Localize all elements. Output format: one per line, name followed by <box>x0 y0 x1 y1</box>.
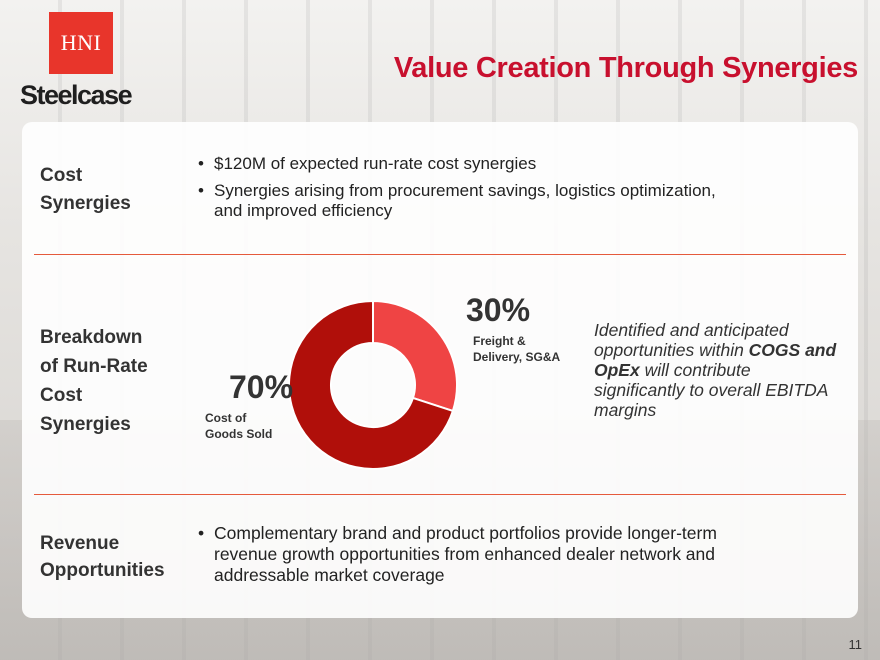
cost-bullet: Synergies arising from procurement savin… <box>198 181 818 201</box>
donut-slice-freight-sga <box>372 300 458 413</box>
section-divider <box>34 494 846 495</box>
cost-synergies-label: Cost Synergies <box>40 164 131 216</box>
breakdown-label-line: Cost <box>40 385 83 406</box>
revenue-label-line: Opportunities <box>40 560 165 581</box>
freight-sub-label: Freight & Delivery, SG&A <box>473 333 560 365</box>
cost-bullets: $120M of expected run-rate cost synergie… <box>198 154 818 221</box>
callout-text: Identified and anticipated opportunities… <box>594 320 789 360</box>
breakdown-label-line: Synergies <box>40 414 131 435</box>
breakdown-label-line: Breakdown <box>40 327 143 348</box>
revenue-bullet: Complementary brand and product portfoli… <box>198 523 828 586</box>
cogs-sub-line: Goods Sold <box>205 427 273 441</box>
revenue-bullet-line: Complementary brand and product portfoli… <box>214 523 717 543</box>
callout-bold-text: COGS and OpEx <box>594 340 837 380</box>
callout-text: will contribute significantly to overall… <box>594 360 828 420</box>
revenue-bullet-line: addressable market coverage <box>214 565 445 585</box>
revenue-bullets: Complementary brand and product portfoli… <box>198 523 828 593</box>
steelcase-logo: Steelcase <box>20 80 133 110</box>
cogs-percent-label: 70% <box>229 369 294 405</box>
synergy-donut-chart <box>288 300 458 470</box>
synergy-callout: Identified and anticipated opportunities… <box>594 320 844 420</box>
cogs-sub-label: Cost of Goods Sold <box>205 410 272 442</box>
cost-bullet: $120M of expected run-rate cost synergie… <box>198 154 818 174</box>
donut-slice-cogs <box>288 300 455 470</box>
revenue-bullet-line: revenue growth opportunities from enhanc… <box>214 544 716 564</box>
cost-label-line: Synergies <box>40 193 131 214</box>
cost-bullet-continuation: and improved efficiency <box>214 201 393 220</box>
slide-title: Value Creation Through Synergies <box>393 52 858 84</box>
page-number: 11 <box>848 637 863 652</box>
revenue-opportunities-label: Revenue Opportunities <box>40 530 165 584</box>
revenue-label-line: Revenue <box>40 533 120 554</box>
freight-percent-label: 30% <box>466 292 531 328</box>
freight-sub-line: Delivery, SG&A <box>473 350 561 364</box>
breakdown-label-line: of Run-Rate <box>40 356 148 377</box>
hni-logo: HNI <box>49 12 113 74</box>
hni-logo-text: HNI <box>60 30 102 55</box>
cogs-sub-line: Cost of <box>205 411 247 425</box>
cost-label-line: Cost <box>40 165 83 186</box>
section-divider <box>34 254 846 255</box>
breakdown-label: Breakdown of Run-Rate Cost Synergies <box>40 323 148 439</box>
freight-sub-line: Freight & <box>473 334 526 348</box>
